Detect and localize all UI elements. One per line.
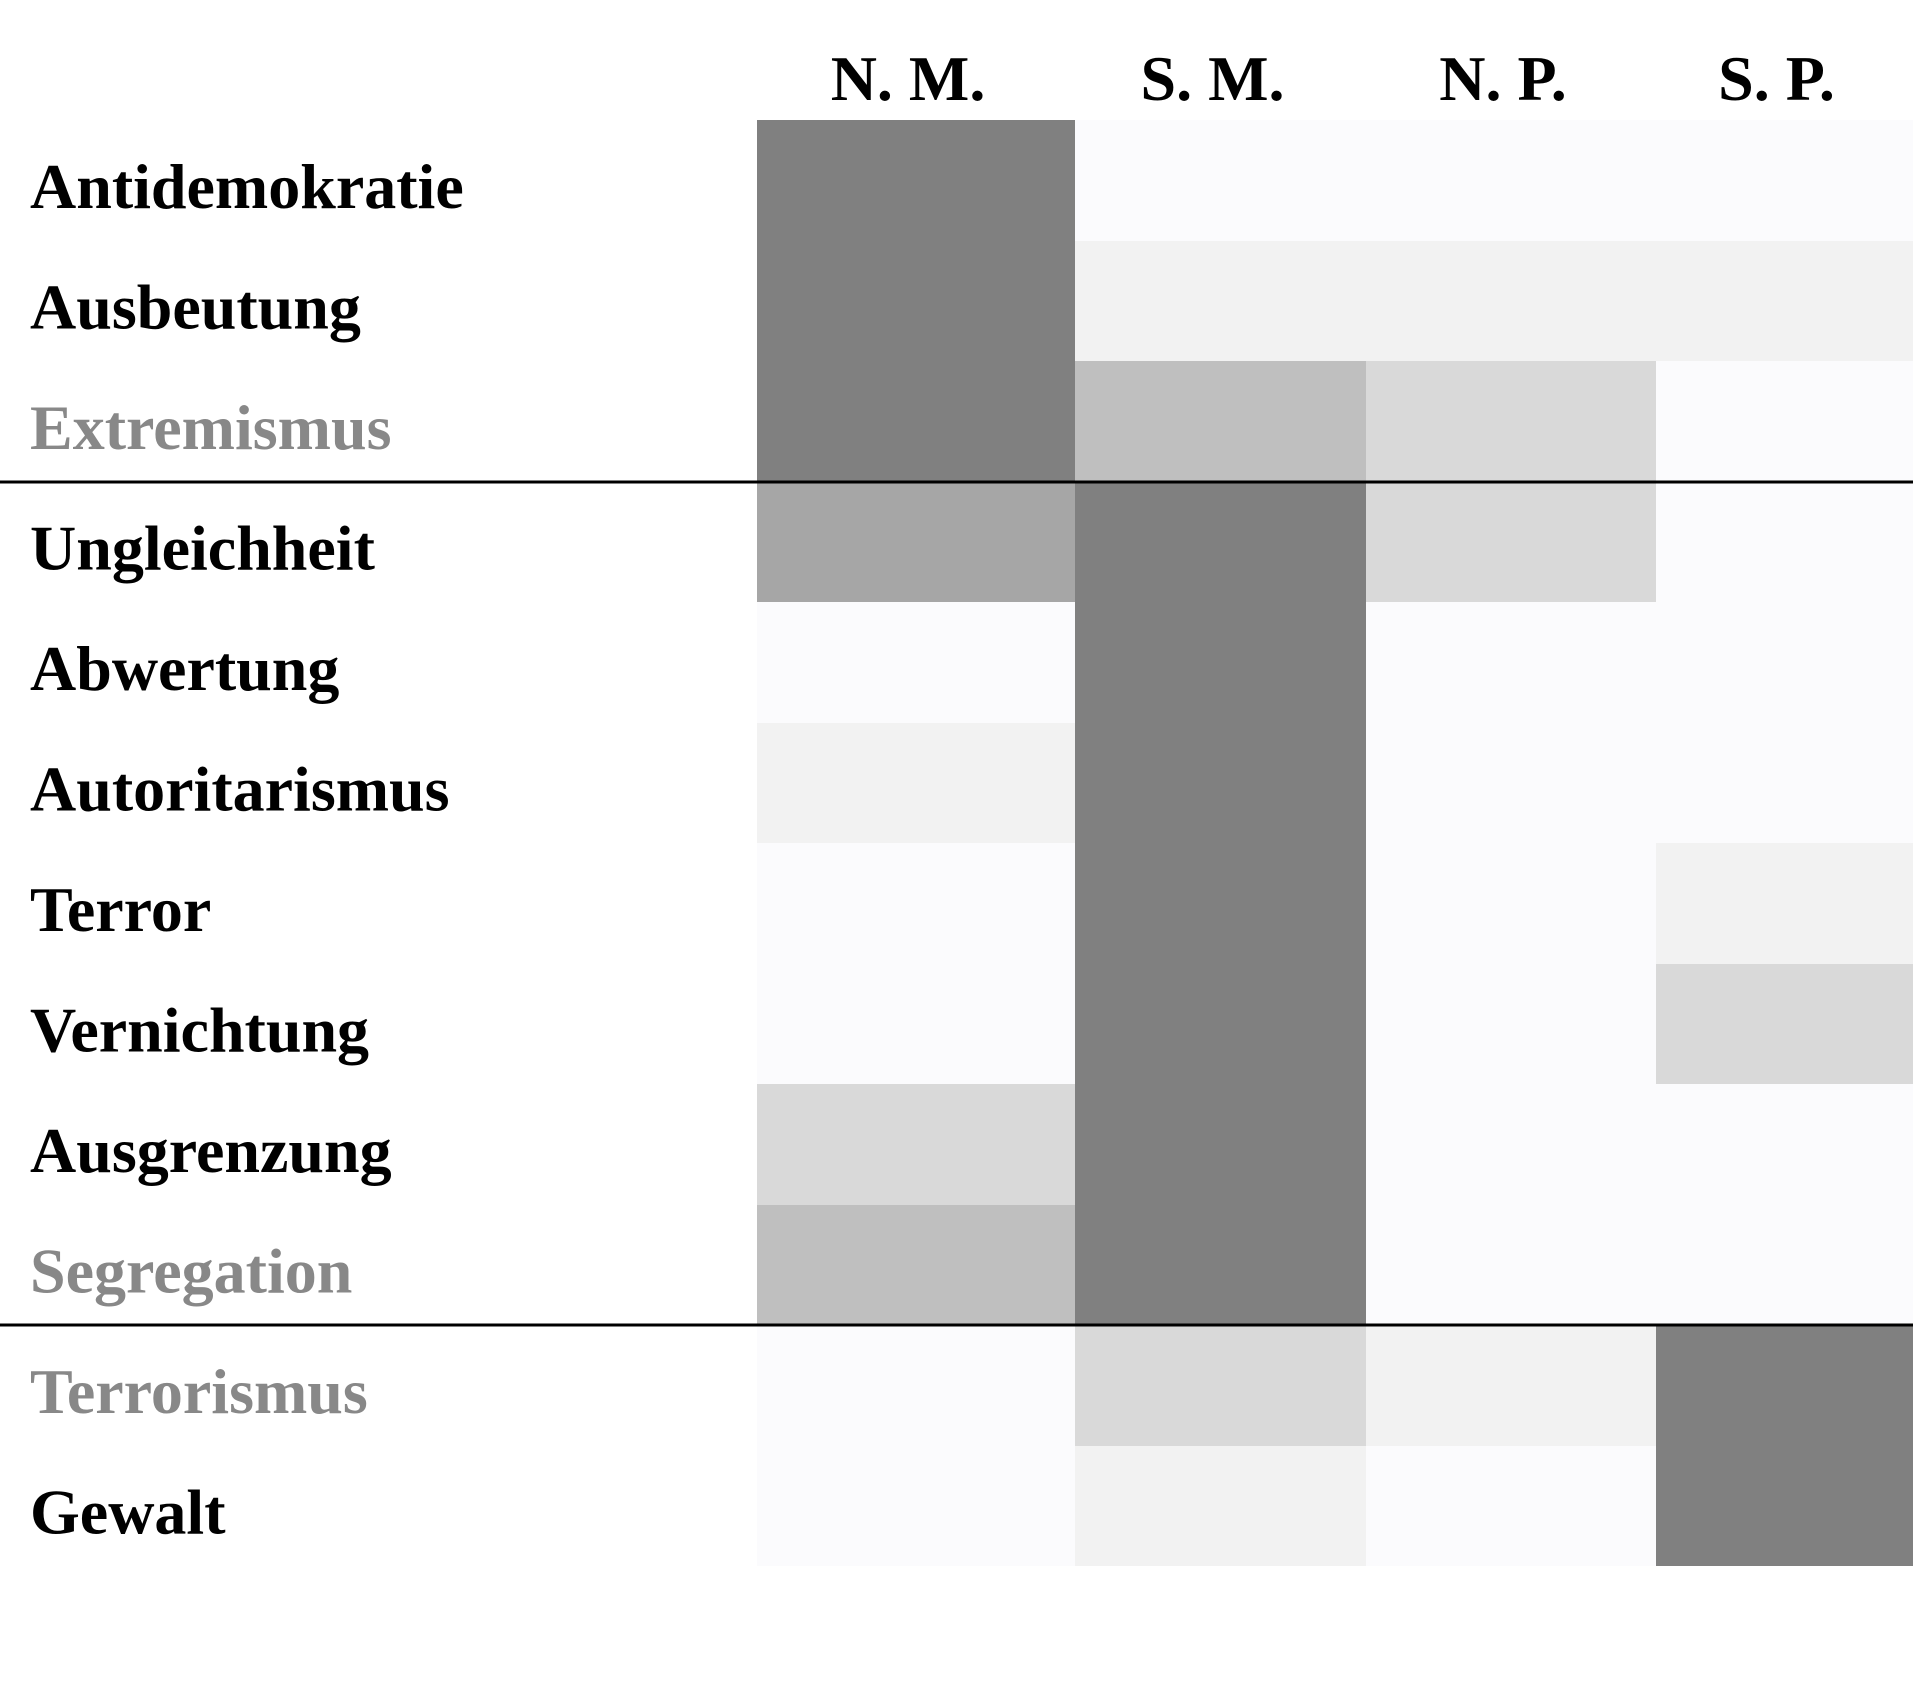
cell-ausbeutung-s-p (1656, 241, 1913, 361)
cell-vernichtung-n-p (1366, 964, 1656, 1084)
cell-abwertung-n-m (757, 602, 1075, 723)
cell-abwertung-s-m (1075, 602, 1366, 723)
cell-ungleichheit-s-m (1075, 482, 1366, 602)
cell-ausgrenzung-s-p (1656, 1084, 1913, 1205)
cell-terror-n-m (757, 843, 1075, 964)
cell-ausgrenzung-s-m (1075, 1084, 1366, 1205)
row-labels: Antidemokratie Ausbeutung Extremismus Ungle… (30, 151, 464, 1547)
row-label-ausbeutung: Ausbeutung (30, 271, 361, 342)
cell-antidemokratie-s-p (1656, 120, 1913, 241)
cell-segregation-s-m (1075, 1205, 1366, 1325)
row-label-terror: Terror (30, 874, 211, 945)
cell-terrorismus-s-m (1075, 1325, 1366, 1446)
cell-autoritarismus-n-m (757, 723, 1075, 843)
row-label-ungleichheit: Ungleichheit (30, 512, 376, 583)
cell-ungleichheit-s-p (1656, 482, 1913, 602)
cell-ungleichheit-n-m (757, 482, 1075, 602)
cell-extremismus-n-p (1366, 361, 1656, 482)
row-label-abwertung: Abwertung (30, 633, 339, 704)
cell-vernichtung-s-p (1656, 964, 1913, 1084)
cell-vernichtung-n-m (757, 964, 1075, 1084)
cell-ungleichheit-n-p (1366, 482, 1656, 602)
cell-extremismus-s-m (1075, 361, 1366, 482)
column-label-s-p: S. P. (1718, 43, 1835, 114)
cell-gewalt-n-m (757, 1446, 1075, 1566)
cell-ausbeutung-n-p (1366, 241, 1656, 361)
cell-abwertung-n-p (1366, 602, 1656, 723)
cell-ausgrenzung-n-m (757, 1084, 1075, 1205)
row-label-antidemokratie: Antidemokratie (30, 151, 464, 222)
row-label-ausgrenzung: Ausgrenzung (30, 1115, 392, 1186)
row-label-segregation: Segregation (30, 1235, 352, 1306)
row-label-vernichtung: Vernichtung (30, 994, 369, 1065)
cell-segregation-s-p (1656, 1205, 1913, 1325)
cell-terrorismus-n-m (757, 1325, 1075, 1446)
cell-antidemokratie-s-m (1075, 120, 1366, 241)
row-label-terrorismus: Terrorismus (30, 1356, 368, 1427)
cell-gewalt-n-p (1366, 1446, 1656, 1566)
cell-segregation-n-p (1366, 1205, 1656, 1325)
column-labels: N. M. S. M. N. P. S. P. (831, 43, 1835, 114)
cell-extremismus-s-p (1656, 361, 1913, 482)
column-label-n-p: N. P. (1439, 43, 1566, 114)
row-label-gewalt: Gewalt (30, 1476, 226, 1547)
cell-terrorismus-s-p (1656, 1325, 1913, 1446)
cell-terror-s-m (1075, 843, 1366, 964)
cell-autoritarismus-s-m (1075, 723, 1366, 843)
cell-ausgrenzung-n-p (1366, 1084, 1656, 1205)
cell-antidemokratie-n-p (1366, 120, 1656, 241)
cell-segregation-n-m (757, 1205, 1075, 1325)
group-separators (0, 480, 1913, 1327)
cell-abwertung-s-p (1656, 602, 1913, 723)
column-label-n-m: N. M. (831, 43, 986, 114)
cell-autoritarismus-s-p (1656, 723, 1913, 843)
cell-gewalt-s-m (1075, 1446, 1366, 1566)
cell-gewalt-s-p (1656, 1446, 1913, 1566)
cell-terrorismus-n-p (1366, 1325, 1656, 1446)
column-label-s-m: S. M. (1141, 43, 1285, 114)
cell-ausbeutung-n-m (757, 241, 1075, 361)
cell-terror-s-p (1656, 843, 1913, 964)
cell-extremismus-n-m (757, 361, 1075, 482)
row-label-autoritarismus: Autoritarismus (30, 753, 450, 824)
cell-autoritarismus-n-p (1366, 723, 1656, 843)
cell-vernichtung-s-m (1075, 964, 1366, 1084)
cell-ausbeutung-s-m (1075, 241, 1366, 361)
cell-terror-n-p (1366, 843, 1656, 964)
heatmap-cells (757, 120, 1913, 1566)
cell-antidemokratie-n-m (757, 120, 1075, 241)
row-label-extremismus: Extremismus (30, 392, 391, 463)
